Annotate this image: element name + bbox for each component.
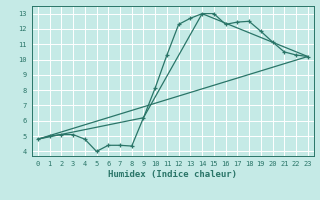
X-axis label: Humidex (Indice chaleur): Humidex (Indice chaleur) bbox=[108, 170, 237, 179]
